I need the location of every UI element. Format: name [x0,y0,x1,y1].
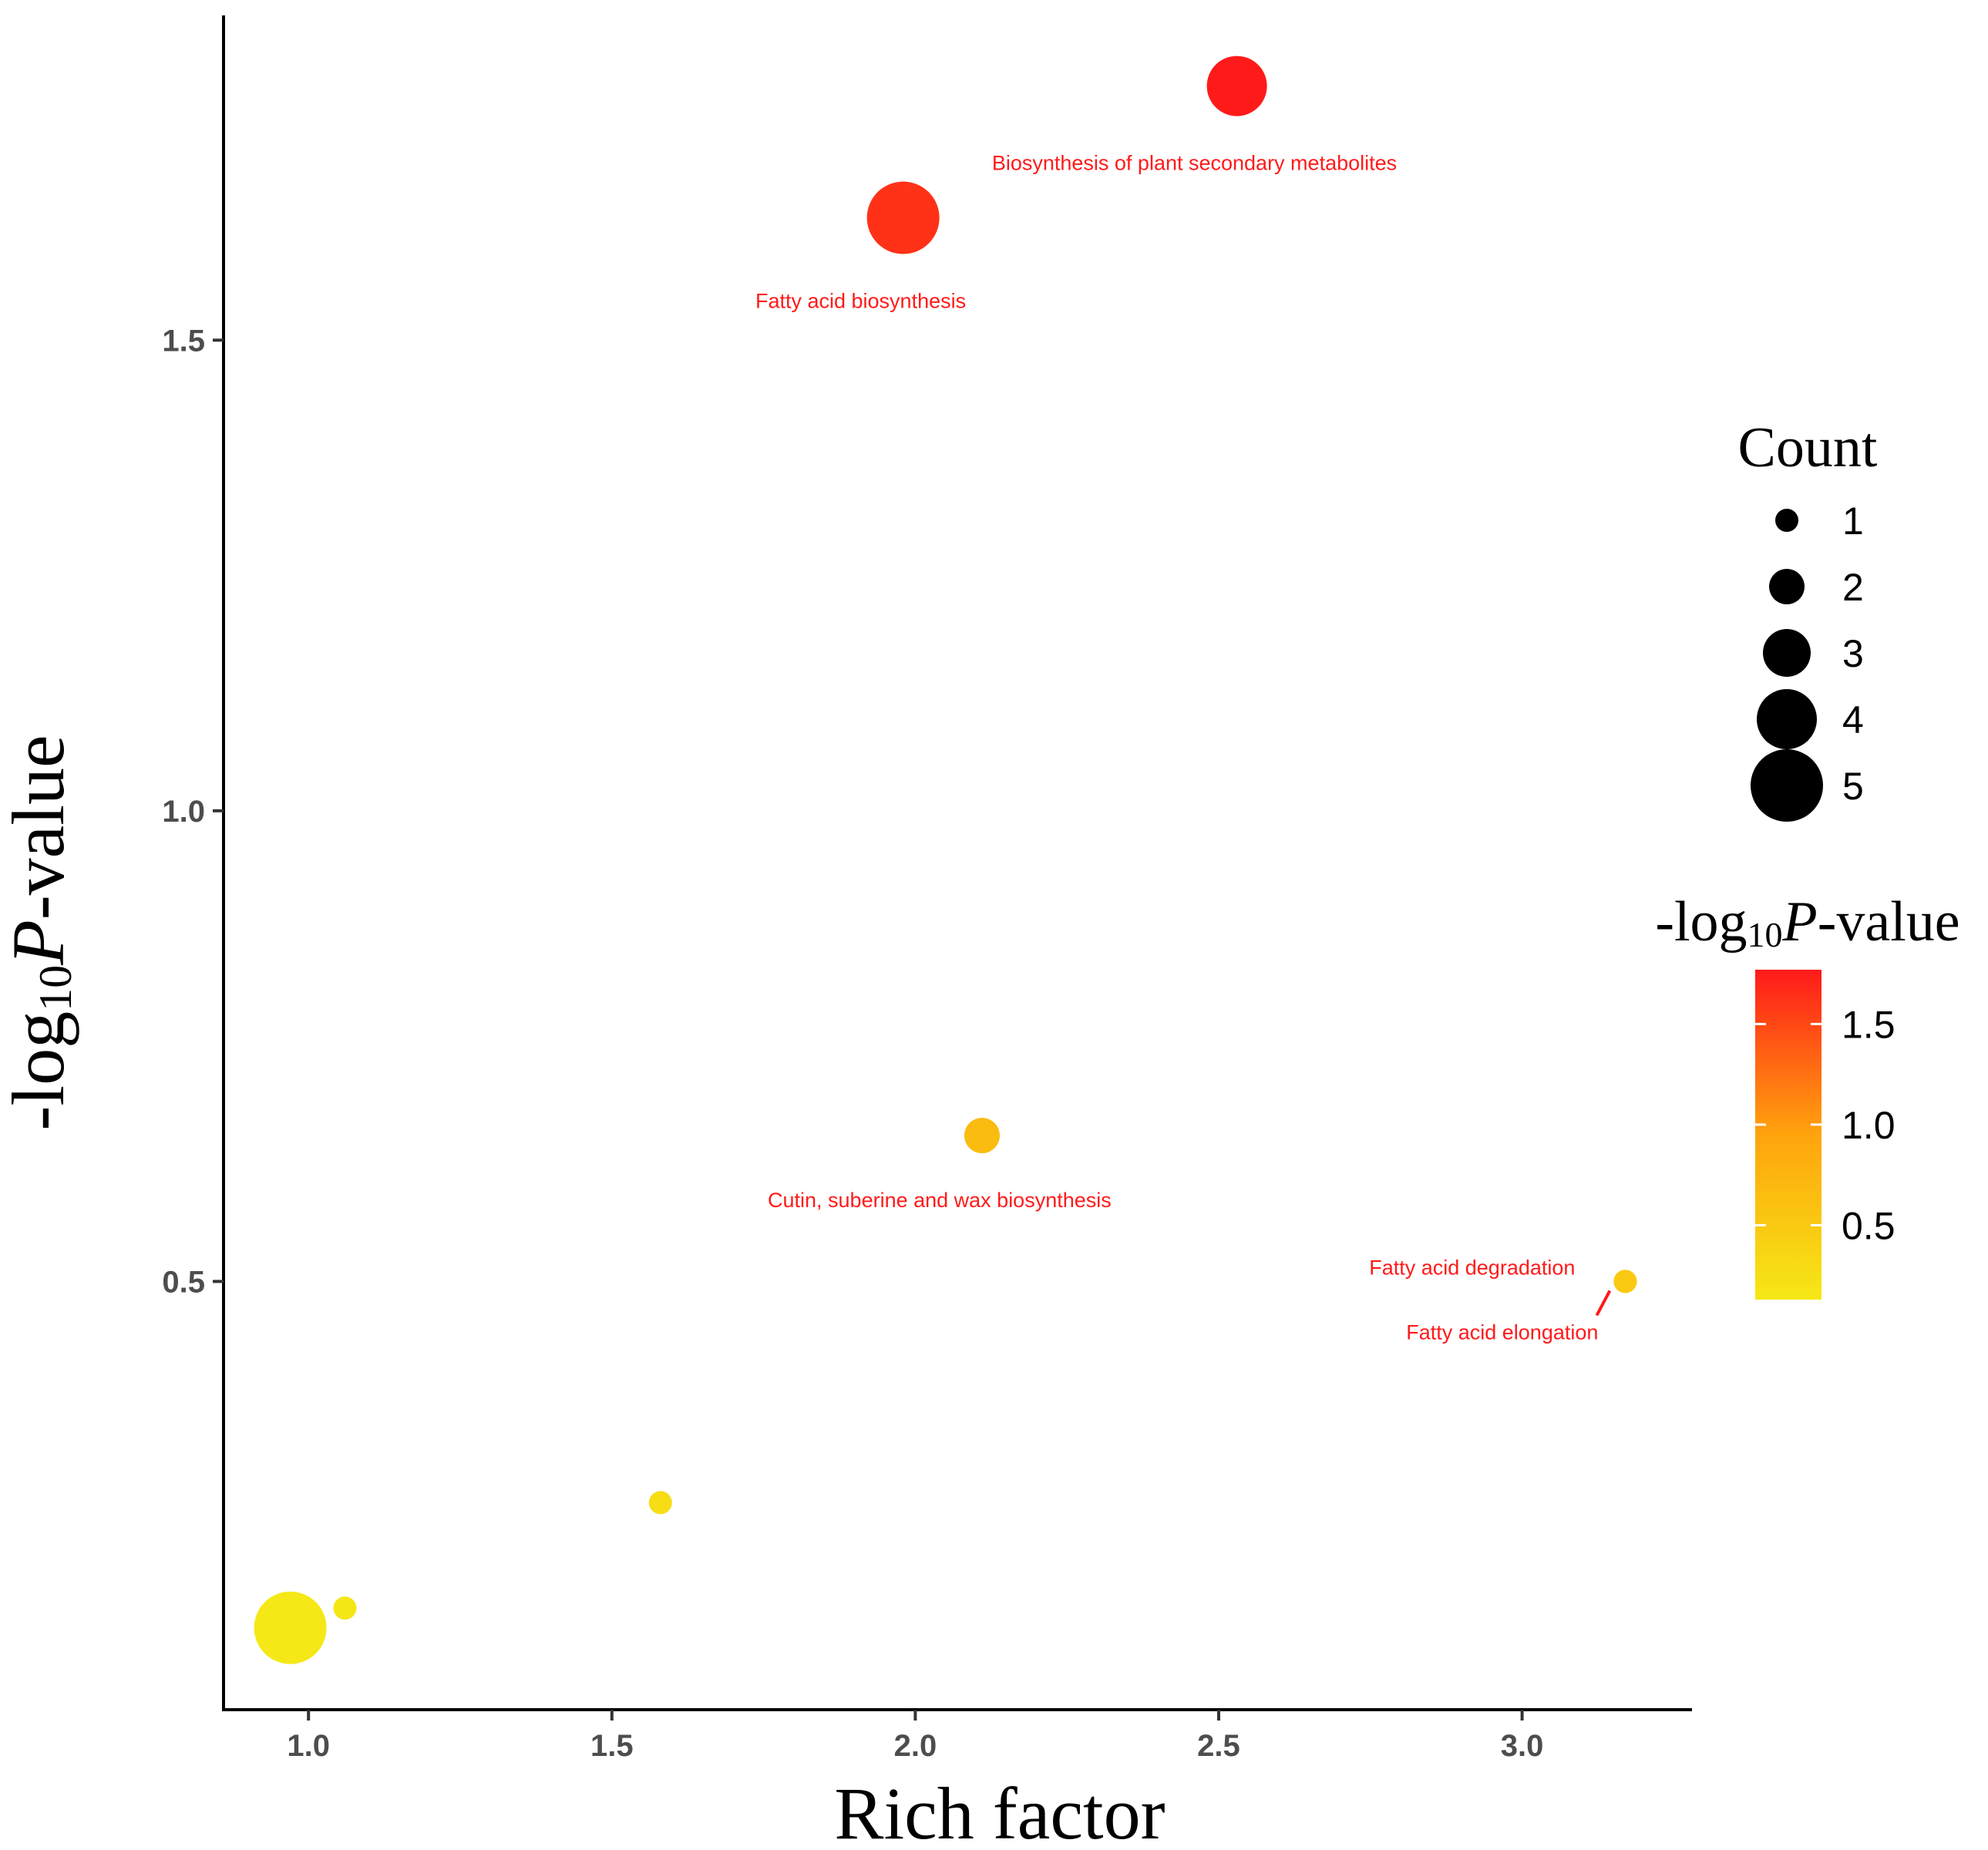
plot-axes [222,15,1692,1711]
y-axis-title-prefix: -log [0,1011,79,1131]
label-leader-line [1595,1290,1612,1317]
y-axis-title-italic: P [0,920,79,966]
count-legend-key [1769,569,1805,604]
x-tick-label: 2.0 [894,1729,937,1763]
x-axis-ticks: 1.0 1.5 2.0 2.5 3.0 [287,1710,1543,1763]
y-tick-label: 1.0 [162,795,205,829]
count-legend-key [1757,689,1817,749]
color-legend-title-suffix: -value [1818,890,1960,954]
colorbar-ticks: 0.5 1.0 1.5 [1755,1003,1895,1247]
count-legend-items: 1 2 3 4 5 [1751,500,1864,822]
color-legend-title: -log10P-value [1655,890,1959,954]
y-axis-ticks: 0.5 1.0 1.5 [162,324,224,1299]
data-point [1613,1270,1637,1293]
colorbar-tick-label: 1.5 [1842,1003,1895,1046]
colorbar-tick-label: 1.0 [1842,1104,1895,1147]
count-legend: Count 1 2 3 4 5 [1738,416,1878,822]
color-legend-title-subscript: 10 [1747,915,1783,954]
y-axis-title-subscript: 10 [30,965,81,1011]
count-legend-key [1751,749,1823,822]
data-point [866,181,940,254]
x-tick-label: 1.5 [590,1729,634,1763]
color-legend: -log10P-value 0.5 1.0 1.5 [1655,890,1960,1300]
data-points [254,56,1637,1664]
point-label: Fatty acid elongation [1406,1320,1598,1344]
point-labels: Biosynthesis of plant secondary metaboli… [755,152,1612,1344]
y-tick-label: 0.5 [162,1265,205,1299]
data-point [964,1118,1000,1154]
count-legend-label: 4 [1842,698,1864,742]
count-legend-label: 3 [1842,632,1864,675]
color-legend-title-prefix: -log [1655,890,1747,954]
y-tick-label: 1.5 [162,324,205,358]
x-tick-label: 1.0 [287,1729,330,1763]
x-axis-title: Rich factor [834,1772,1165,1850]
colorbar-tick-label: 0.5 [1842,1204,1895,1247]
point-label: Fatty acid biosynthesis [755,290,966,313]
x-tick-label: 3.0 [1501,1729,1544,1763]
x-tick-label: 2.5 [1197,1729,1240,1763]
count-legend-key [1775,509,1798,532]
colorbar [1755,970,1821,1300]
count-legend-label: 2 [1842,566,1864,609]
data-point [333,1596,357,1620]
count-legend-title: Count [1738,416,1878,479]
y-axis-title-suffix: -value [0,735,79,920]
point-label: Fatty acid degradation [1369,1256,1575,1279]
data-point [648,1491,672,1515]
count-legend-label: 5 [1842,765,1864,808]
count-legend-key [1763,629,1811,677]
data-point [1206,56,1267,116]
color-legend-title-italic: P [1782,890,1818,954]
data-point [254,1591,327,1664]
y-axis-title: -log10P-value [0,735,81,1130]
count-legend-label: 1 [1842,500,1864,543]
point-label: Cutin, suberine and wax biosynthesis [768,1189,1112,1212]
point-label: Biosynthesis of plant secondary metaboli… [992,152,1397,175]
